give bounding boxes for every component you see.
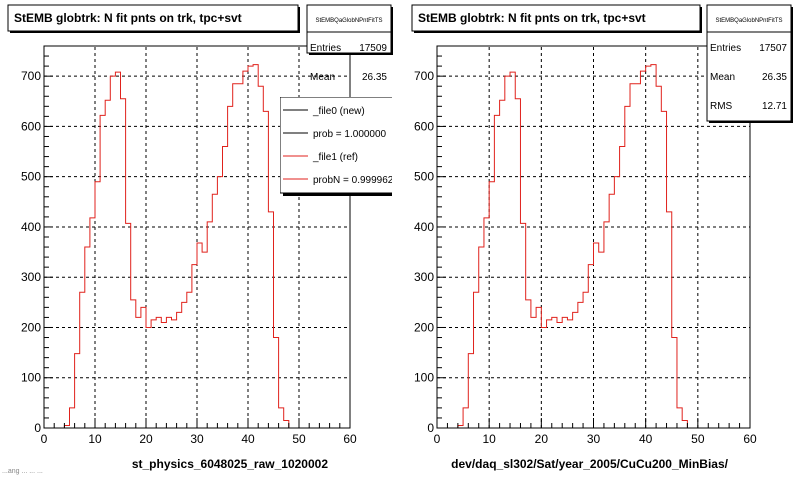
stats-label: Mean (710, 72, 735, 83)
histogram-series (437, 64, 750, 429)
x-tick-label: 50 (292, 432, 306, 446)
y-tick-label: 300 (414, 270, 434, 284)
x-tick-label: 40 (241, 432, 255, 446)
y-tick-label: 600 (21, 119, 41, 133)
stats-value: 17507 (759, 43, 787, 54)
x-tick-label: 60 (343, 432, 357, 446)
x-tick-label: 30 (587, 432, 601, 446)
y-tick-label: 700 (414, 69, 434, 83)
stats-name: StEMBQaGlobNPntFitTS (715, 18, 782, 24)
x-axis-label: st_physics_6048025_raw_1020002 (132, 457, 328, 471)
legend-box (280, 97, 392, 194)
legend-label: _file0 (new) (312, 106, 365, 117)
x-tick-label: 0 (434, 432, 441, 446)
stats-value: 26.35 (762, 72, 787, 83)
chart-title: StEMB globtrk: N fit pnts on trk, tpc+sv… (14, 11, 242, 25)
stats-value: 17509 (359, 43, 387, 54)
title-box (7, 4, 299, 32)
x-tick-label: 40 (639, 432, 653, 446)
y-tick-label: 700 (21, 69, 41, 83)
chart-panel-2: 0 10 20 30 40 50 600100200300400500600700dev/d… (411, 4, 793, 471)
y-tick-label: 100 (414, 371, 434, 385)
y-tick-label: 0 (427, 421, 434, 435)
stats-box (706, 4, 792, 122)
stats-name: StEMBQaGlobNPntFitTS (315, 18, 382, 24)
stats-box (306, 4, 392, 54)
y-tick-label: 0 (34, 421, 41, 435)
y-tick-label: 200 (21, 320, 41, 334)
x-tick-label: 50 (691, 432, 705, 446)
stats-value: 26.35 (362, 72, 387, 83)
x-tick-label: 10 (482, 432, 496, 446)
y-tick-label: 500 (414, 170, 434, 184)
y-tick-label: 400 (414, 220, 434, 234)
legend-label: _file1 (ref) (312, 152, 358, 163)
legend-label: prob = 1.000000 (313, 129, 387, 140)
y-tick-label: 100 (21, 371, 41, 385)
legend: _file0 (new) prob = 1.000000 _file1 (ref) p… (280, 97, 394, 196)
x-tick-label: 30 (190, 432, 204, 446)
x-tick-label: 10 (88, 432, 102, 446)
stats-label: Mean (310, 72, 335, 83)
histogram-series (44, 64, 350, 429)
footer-text: ...ang ... ... ... (2, 468, 43, 475)
y-tick-label: 300 (21, 270, 41, 284)
y-tick-label: 500 (21, 170, 41, 184)
x-tick-label: 60 (743, 432, 757, 446)
x-tick-label: 0 (41, 432, 48, 446)
x-tick-label: 20 (139, 432, 153, 446)
stats-label: Entries (310, 43, 341, 54)
y-tick-label: 200 (414, 320, 434, 334)
title-box (411, 4, 701, 32)
stats-label: RMS (710, 101, 733, 112)
chart-title: StEMB globtrk: N fit pnts on trk, tpc+sv… (418, 11, 646, 25)
stats-value: 12.71 (762, 101, 787, 112)
stats-label: Entries (710, 43, 741, 54)
y-tick-label: 400 (21, 220, 41, 234)
legend-label: probN = 0.999962 (313, 175, 394, 186)
chart-panel-1: 0 10 20 30 40 50 600100200300400500600700st_ph… (7, 4, 394, 471)
x-tick-label: 20 (535, 432, 549, 446)
y-tick-label: 600 (414, 119, 434, 133)
x-axis-label: dev/daq_sl302/Sat/year_2005/CuCu200_MinB… (451, 457, 728, 471)
